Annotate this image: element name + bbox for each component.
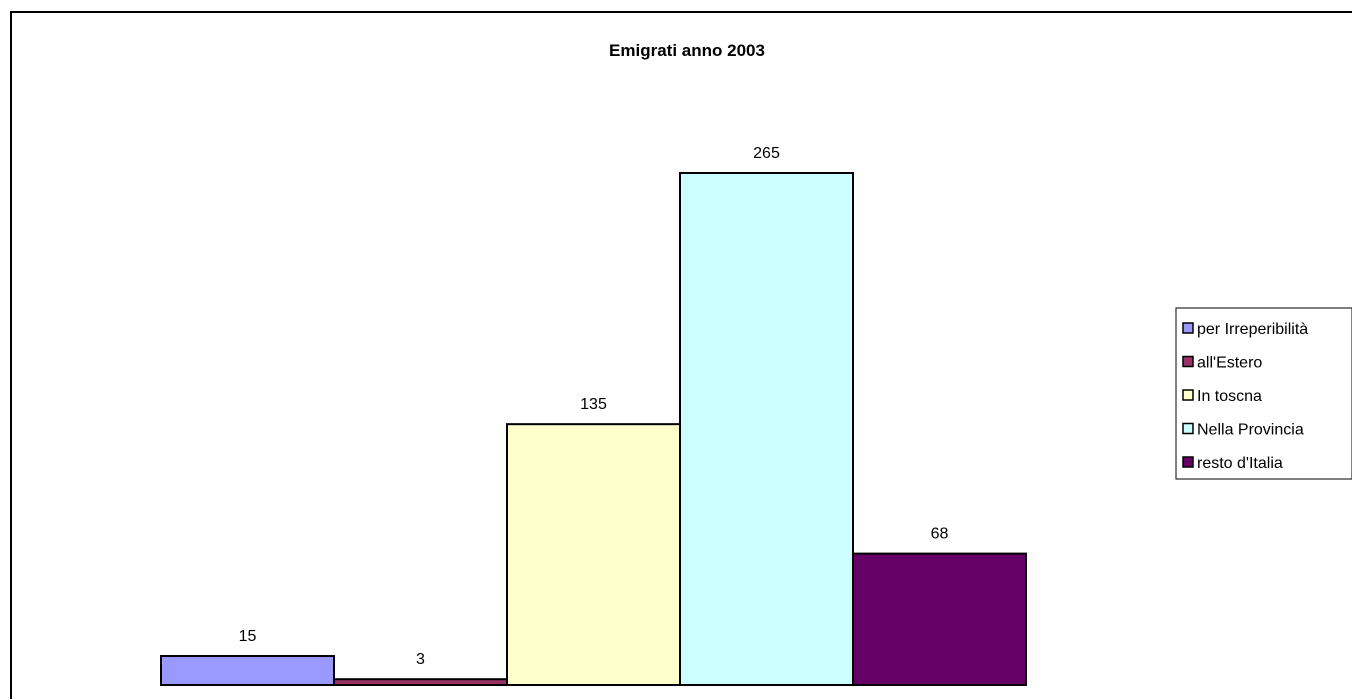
data-label-4: 265	[753, 145, 780, 162]
bar-5	[852, 552, 1027, 687]
legend-swatch-5	[1182, 456, 1194, 468]
legend-swatch-1	[1182, 322, 1194, 334]
legend-box	[1175, 307, 1352, 480]
legend-swatch-4	[1182, 422, 1194, 435]
bars-group	[160, 172, 1027, 687]
bar-2	[333, 678, 508, 687]
legend-swatch-2	[1182, 355, 1194, 368]
legend-label-1: per Irreperibilità	[1197, 321, 1308, 338]
legend-label-5: resto d'Italia	[1197, 455, 1283, 472]
data-label-2: 3	[416, 651, 425, 668]
legend-label-2: all'Estero	[1197, 355, 1262, 372]
bar-3	[506, 423, 681, 686]
data-labels-group: 15 3 135 265 68	[239, 145, 949, 668]
chart-title: Emigrati anno 2003	[609, 41, 765, 60]
data-label-5: 68	[931, 526, 949, 543]
data-label-3: 135	[580, 396, 607, 413]
legend: per Irreperibilità all'Estero In toscna Nel…	[1175, 307, 1352, 480]
bar-1	[160, 655, 335, 686]
legend-label-3: In toscna	[1197, 388, 1262, 405]
bar-4	[679, 172, 854, 686]
data-label-1: 15	[239, 628, 257, 645]
legend-swatch-3	[1182, 389, 1194, 401]
legend-label-4: Nella Provincia	[1197, 422, 1304, 439]
